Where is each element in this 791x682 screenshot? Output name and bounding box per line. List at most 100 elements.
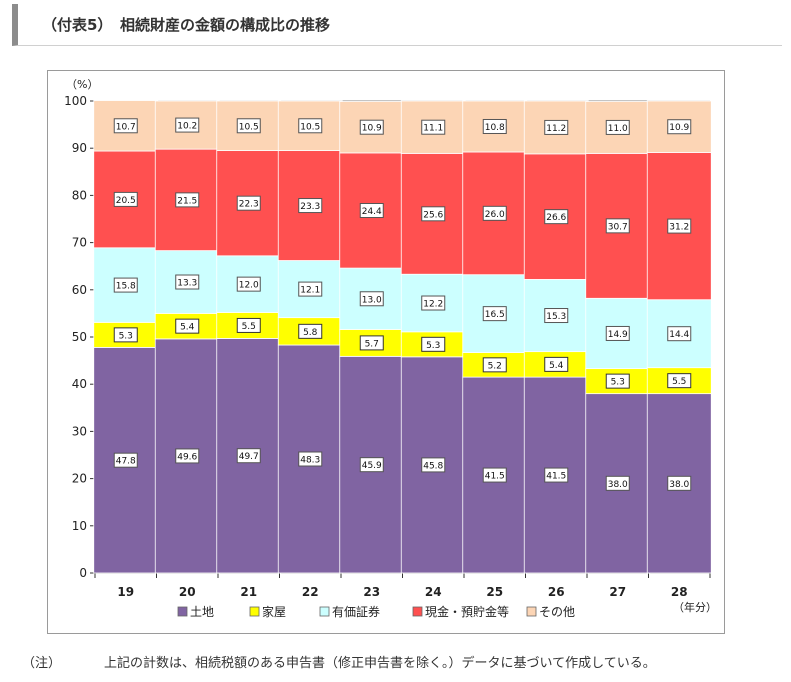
data-label-box — [236, 317, 261, 333]
data-label: 5.3 — [611, 378, 625, 388]
data-label-box — [482, 205, 507, 221]
data-label: 11.1 — [423, 124, 443, 134]
data-label: 49.7 — [239, 452, 259, 462]
data-label-box — [359, 119, 384, 135]
data-label: 14.4 — [669, 330, 689, 340]
legend-swatch — [412, 606, 423, 617]
data-label: 49.6 — [177, 452, 197, 462]
y-tick-label: 70 — [72, 236, 87, 250]
y-tick-label: 60 — [72, 283, 87, 297]
data-label-box — [421, 206, 446, 222]
data-label-box — [175, 192, 200, 208]
data-label-box — [421, 457, 446, 473]
data-label: 10.7 — [116, 122, 136, 132]
legend-label: 家屋 — [262, 604, 286, 619]
data-label: 22.3 — [239, 200, 259, 210]
y-tick-label: 100 — [64, 94, 87, 108]
data-label: 41.5 — [485, 472, 505, 482]
data-label: 10.5 — [300, 122, 320, 132]
legend-swatch — [526, 606, 537, 617]
data-label: 24.4 — [362, 207, 382, 217]
data-label: 13.0 — [362, 295, 382, 305]
bar-segment — [93, 100, 159, 152]
y-tick-label: 0 — [79, 566, 87, 580]
data-label-box — [113, 277, 138, 293]
x-tick-label: 22 — [302, 585, 319, 599]
data-label: 45.8 — [423, 461, 443, 471]
data-label: 5.3 — [426, 341, 440, 351]
y-tick-label: 10 — [72, 519, 87, 533]
y-tick-label: 80 — [72, 188, 87, 202]
data-label: 10.8 — [485, 123, 505, 133]
x-tick-label: 19 — [117, 585, 134, 599]
data-label-box — [359, 291, 384, 307]
data-label-box — [482, 306, 507, 322]
data-label-box — [667, 475, 692, 491]
data-label-box — [482, 467, 507, 483]
y-tick-label: 40 — [72, 377, 87, 391]
data-label: 5.8 — [303, 328, 318, 338]
bar-segment — [585, 152, 651, 299]
x-tick-label: 28 — [671, 585, 688, 599]
data-label-box — [359, 457, 384, 473]
data-label-box — [421, 119, 446, 135]
data-label: 5.4 — [549, 361, 564, 371]
data-label-box — [236, 118, 261, 134]
data-label-box — [605, 119, 630, 135]
data-label: 10.9 — [362, 124, 382, 134]
data-label-box — [605, 475, 630, 491]
y-axis-unit: （%） — [66, 78, 98, 91]
data-label: 5.5 — [242, 322, 256, 332]
data-label-box — [113, 191, 138, 207]
data-label: 15.3 — [546, 312, 566, 322]
note-text: 上記の計数は、相続税額のある申告書（修正申告書を除く。）データに基づいて作成して… — [104, 656, 656, 671]
data-label-box — [544, 308, 569, 324]
legend-swatch — [249, 606, 260, 617]
data-label-box — [359, 335, 384, 351]
data-label: 5.3 — [119, 331, 133, 341]
data-label-box — [482, 357, 507, 373]
note-label: （注） — [22, 656, 62, 671]
legend-label: 現金・預貯金等 — [425, 604, 509, 619]
data-label-box — [544, 209, 569, 225]
data-label: 11.2 — [546, 124, 566, 134]
data-label: 5.5 — [672, 377, 686, 387]
data-label-box — [421, 295, 446, 311]
title-bar: （付表5） 相続財産の金額の構成比の推移 — [12, 4, 782, 46]
data-label: 23.3 — [300, 202, 320, 212]
data-label: 16.5 — [485, 310, 505, 320]
x-tick-label: 23 — [363, 585, 380, 599]
data-label: 47.8 — [116, 457, 136, 467]
data-label: 15.8 — [116, 282, 136, 292]
data-label-box — [298, 118, 323, 134]
data-label-box — [667, 326, 692, 342]
data-label-box — [175, 318, 200, 334]
bar-segment — [523, 351, 589, 378]
data-label-box — [113, 327, 138, 343]
x-tick-label: 27 — [609, 585, 626, 599]
x-tick-label: 26 — [548, 585, 565, 599]
x-axis-unit: （年分） — [673, 600, 717, 614]
data-label: 48.3 — [300, 456, 320, 466]
y-tick-label: 90 — [72, 141, 87, 155]
data-label-box — [236, 195, 261, 211]
data-label-box — [359, 203, 384, 219]
data-label: 41.5 — [546, 472, 566, 482]
data-label: 11.0 — [608, 124, 628, 134]
data-label: 21.5 — [177, 196, 197, 206]
data-label: 30.7 — [608, 222, 628, 232]
data-label-box — [667, 373, 692, 389]
data-label-box — [667, 119, 692, 135]
data-label: 26.0 — [485, 210, 505, 220]
legend-label: 土地 — [190, 605, 214, 619]
data-label-box — [175, 274, 200, 290]
legend-label: その他 — [539, 605, 575, 619]
data-label: 26.6 — [546, 213, 566, 223]
data-label: 10.5 — [239, 122, 259, 132]
data-label: 5.7 — [365, 339, 379, 349]
data-label: 45.9 — [362, 461, 382, 471]
data-label: 10.9 — [669, 123, 689, 133]
data-label: 12.2 — [423, 300, 443, 310]
data-label-box — [298, 281, 323, 297]
